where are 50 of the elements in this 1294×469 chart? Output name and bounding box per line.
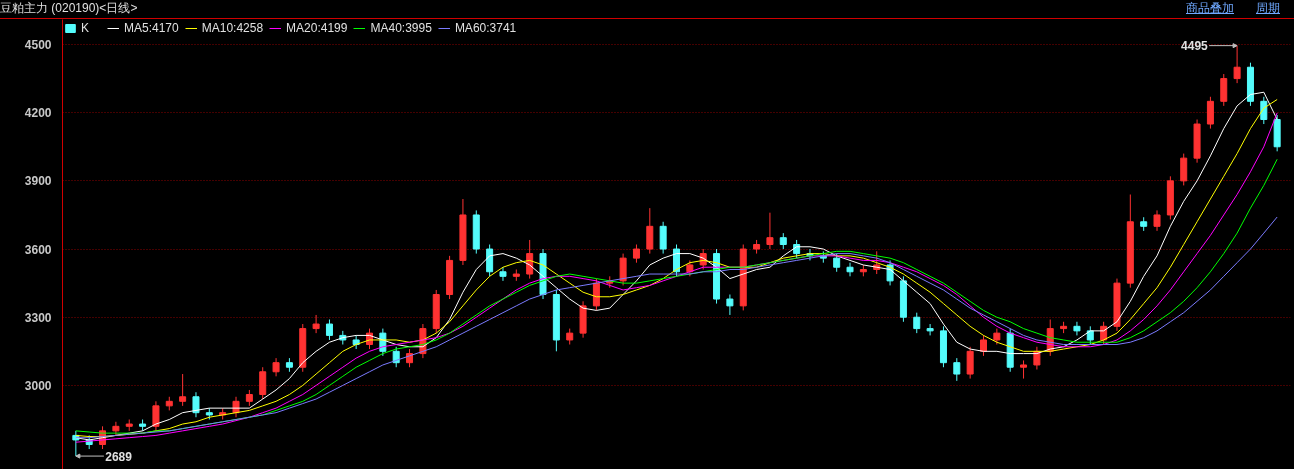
candlestick [980,334,987,357]
candlestick [592,278,600,311]
candlestick [953,357,961,382]
candlestick [1220,73,1228,107]
candlestick [846,262,854,277]
legend-label: K [81,21,90,35]
legend-label: MA60:3741 [454,21,517,35]
candlestick [1086,325,1094,345]
candlestick [833,253,841,273]
candlestick [486,244,494,277]
candlestick [325,319,333,341]
candlestick [1260,96,1268,125]
candlestick [646,207,654,255]
candlestick [619,253,627,286]
text: 商品叠加 [1186,1,1234,15]
candlestick [673,244,680,277]
legend-label: MA10:4258 [201,21,264,35]
y-tick-label: 3300 [24,310,52,325]
candlestick [913,312,921,334]
candlestick [659,221,667,255]
y-tick-label: 3900 [24,174,52,189]
legend-label: MA20:4199 [286,21,348,35]
legend-label: MA40:3995 [370,21,432,35]
candlestick [1020,359,1028,380]
annotation: 2689 [105,449,133,464]
candlestick [179,373,187,407]
candlestick [192,391,200,418]
candlestick [312,314,320,334]
candlestick [1073,321,1081,336]
candlestick [152,400,160,432]
legend-label: MA5:4170 [124,21,179,35]
candlestick [726,294,734,316]
candlestick [1153,209,1161,232]
candlestick [632,244,640,264]
candlestick [259,366,267,400]
candlestick [966,346,974,380]
candlestick [1180,153,1188,186]
candlestick [926,323,934,336]
candlestick [272,357,280,377]
candlestick [766,212,774,250]
text: 周期 [1256,1,1280,15]
y-tick-label: 4500 [24,38,52,52]
y-tick-label: 3600 [24,242,52,257]
candlestick [1206,96,1214,130]
y-tick-label: 3000 [24,378,52,393]
annotation: 4495 [1181,39,1209,54]
candlestick [499,266,507,282]
chart-title: 豆粕主力 (020190)<日线> [0,0,138,17]
y-tick-label: 4200 [24,106,52,121]
candlestick [526,239,534,280]
